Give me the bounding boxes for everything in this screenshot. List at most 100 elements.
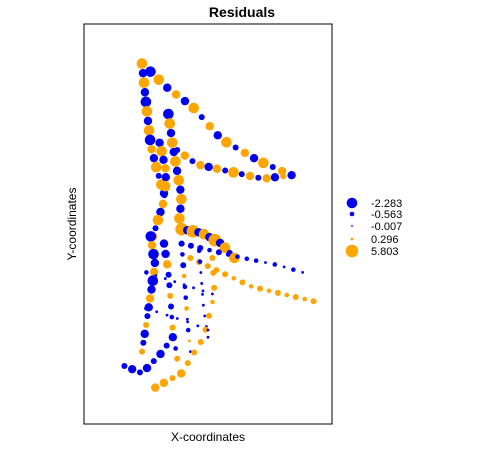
residual-point [192,286,195,290]
residual-point [166,128,176,138]
residual-point [163,108,174,120]
residual-point [201,303,205,307]
residual-point [248,284,254,289]
residual-point [180,151,190,160]
residual-point [156,207,165,217]
residual-point [184,360,191,367]
residual-point [189,350,192,353]
residual-point [191,349,198,356]
residual-point [176,185,185,194]
residual-point [161,164,170,173]
residual-point [277,166,287,176]
residual-point [150,258,160,268]
residual-point [258,157,269,169]
residual-point [232,144,239,151]
residual-point [147,241,157,250]
legend-marker [351,225,353,227]
residual-point [215,249,222,256]
residual-point [142,363,152,373]
residual-point [161,192,168,199]
residual-point [144,306,149,311]
legend-label: -2.283 [371,198,402,210]
residual-point [173,174,185,186]
residual-point [154,274,158,277]
residual-point [211,284,218,291]
residual-point [302,296,307,302]
legend-label: 5.803 [371,246,399,258]
residual-point [147,275,159,287]
residual-point [168,303,174,310]
residual-point [145,294,155,303]
residual-point [165,271,172,278]
residual-point [174,355,181,362]
x-axis-label: X-coordinates [171,430,245,444]
residual-point [159,239,169,248]
residual-point [156,146,167,157]
residual-point [201,289,205,293]
residual-point [181,273,187,279]
residual-point [187,339,191,343]
residual-point [148,248,159,260]
residual-point [238,171,245,178]
residual-point [169,324,176,331]
residual-point [185,317,189,321]
residual-point [147,145,156,154]
residual-point [301,271,304,274]
residual-point [253,258,259,263]
residual-point [169,375,176,382]
residual-point [166,137,178,148]
residual-point [145,231,157,242]
residual-point [150,358,157,365]
residual-point [143,116,153,126]
residual-point [173,280,177,284]
residual-point [140,339,147,346]
residual-point [140,329,149,339]
residual-point [270,173,280,182]
residual-point [140,96,152,108]
residual-point [155,172,162,179]
residual-point [257,285,264,292]
residual-point [156,349,165,359]
residual-point [284,292,290,298]
residual-point [185,327,191,333]
residual-point [178,240,185,247]
residual-point [183,295,189,300]
residual-point [189,158,196,165]
residual-point [171,90,181,99]
residual-point [150,161,162,173]
residual-point [212,164,222,173]
residual-point [211,292,214,296]
residual-point [143,322,150,329]
residual-point [222,271,229,278]
residual-point [169,314,175,320]
residual-point [213,131,222,140]
residual-point [144,313,151,320]
residual-point [186,320,189,324]
residual-point [287,171,296,180]
residual-point [272,262,278,267]
residual-point [291,267,296,272]
residual-point [164,118,175,129]
legend-label: -0.563 [371,209,402,221]
residual-point [228,167,239,178]
residual-point [197,338,204,345]
legend-marker [346,197,358,209]
residual-point [206,312,213,319]
residual-point [204,263,211,270]
residual-point [152,225,159,232]
residual-point [151,383,160,392]
residual-point [219,242,231,254]
residual-point [245,171,255,181]
residual-point [207,247,212,253]
residual-point [169,147,178,157]
residual-point [136,58,148,69]
residual-point [244,256,250,262]
residual-point [153,74,165,85]
residual-point [187,255,194,261]
residual-point [200,282,204,285]
residual-point [187,242,194,249]
legend-marker [349,211,355,217]
residual-point [144,270,149,275]
